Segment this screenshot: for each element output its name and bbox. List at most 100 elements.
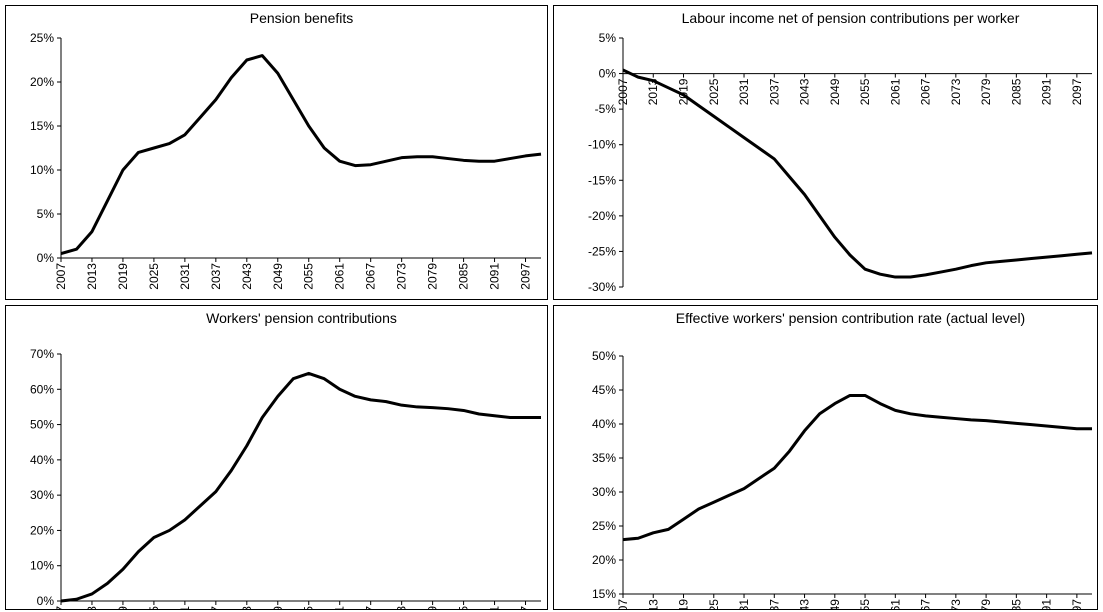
- y-tick-label: -30%: [588, 280, 616, 294]
- data-line: [622, 393, 1092, 542]
- y-tick-label: -20%: [588, 209, 616, 223]
- x-tick-label: 2061: [888, 78, 902, 105]
- y-tick-label: 20%: [30, 75, 54, 89]
- y-tick-label: -5%: [595, 102, 617, 116]
- x-tick-label: 2085: [1009, 599, 1023, 609]
- y-tick-label: 20%: [30, 523, 54, 537]
- x-tick-label: 2025: [707, 78, 721, 105]
- x-tick-label: 2025: [707, 599, 721, 609]
- y-tick-label: 50%: [30, 418, 54, 432]
- x-tick-label: 2013: [85, 606, 99, 609]
- x-tick-label: 2013: [646, 599, 660, 609]
- x-tick-label: 2007: [616, 78, 630, 105]
- x-tick-label: 2043: [240, 606, 254, 609]
- y-tick-label: -10%: [588, 138, 616, 152]
- y-tick-label: 40%: [30, 453, 54, 467]
- chart-panel: Pension benefits 0% 5% 10% 15% 20% 25% 2007 2013…: [5, 5, 548, 300]
- y-tick-label: -15%: [588, 173, 616, 187]
- x-tick-label: 2037: [767, 78, 781, 105]
- x-tick-label: 2073: [395, 606, 409, 609]
- x-tick-label: 2085: [457, 606, 471, 609]
- y-tick-label: 10%: [30, 559, 54, 573]
- y-tick-label: 5%: [37, 207, 55, 221]
- x-tick-label: 2061: [333, 263, 347, 290]
- x-tick-label: 2019: [677, 599, 691, 609]
- chart: -30%-25%-20%-15%-10%-5%0%5%2007 2013 2019 2…: [588, 31, 1093, 294]
- x-tick-label: 2013: [85, 263, 99, 290]
- chart-title: Labour income net of pension contributio…: [681, 10, 1020, 26]
- x-tick-label: 2019: [116, 263, 130, 290]
- x-tick-label: 2091: [1040, 599, 1054, 609]
- x-tick-label: 2091: [1040, 78, 1054, 105]
- y-tick-label: 0%: [599, 67, 617, 81]
- x-tick-label: 2031: [737, 599, 751, 609]
- y-tick-label: 60%: [30, 382, 54, 396]
- chart-title: Workers' pension contributions: [206, 310, 397, 326]
- chart: 15% 20% 25% 30% 35% 40% 45% 50% 2007 2013 2019 2025…: [592, 349, 1092, 609]
- x-tick-label: 2043: [240, 263, 254, 290]
- y-tick-label: 0%: [37, 594, 55, 608]
- x-tick-label: 2031: [178, 606, 192, 609]
- x-tick-label: 2055: [858, 78, 872, 105]
- data-line: [622, 68, 1093, 279]
- y-tick-label: 25%: [592, 519, 616, 533]
- x-tick-label: 2091: [488, 263, 502, 290]
- x-tick-label: 2097: [1070, 78, 1084, 105]
- y-tick-label: -25%: [588, 244, 616, 258]
- y-tick-label: 45%: [592, 383, 616, 397]
- x-tick-label: 2097: [519, 606, 533, 609]
- chart-title: Effective workers' pension contribution …: [675, 310, 1026, 326]
- x-tick-label: 2067: [364, 606, 378, 609]
- x-tick-label: 2061: [333, 606, 347, 609]
- x-tick-label: 2067: [364, 263, 378, 290]
- y-tick-label: 0%: [37, 251, 55, 265]
- x-tick-label: 2079: [979, 599, 993, 609]
- x-tick-label: 2073: [949, 78, 963, 105]
- x-tick-label: 2043: [798, 599, 812, 609]
- y-tick-label: 20%: [592, 553, 616, 567]
- y-tick-label: 70%: [30, 347, 54, 361]
- y-tick-label: 30%: [30, 488, 54, 502]
- x-tick-label: 2067: [919, 78, 933, 105]
- y-tick-label: 10%: [30, 163, 54, 177]
- x-tick-label: 2049: [271, 263, 285, 290]
- x-tick-label: 2079: [426, 263, 440, 290]
- x-tick-label: 2067: [919, 599, 933, 609]
- x-tick-label: 2037: [209, 606, 223, 609]
- x-tick-label: 2049: [828, 599, 842, 609]
- x-tick-label: 2031: [178, 263, 192, 290]
- x-tick-label: 2007: [616, 599, 630, 609]
- y-tick-label: 35%: [592, 451, 616, 465]
- x-tick-label: 2037: [209, 263, 223, 290]
- x-tick-label: 2085: [1009, 78, 1023, 105]
- chart: 0% 10% 20% 30% 40% 50% 60% 70% 2007 2013 2019 2025 2…: [30, 347, 541, 609]
- x-tick-label: 2091: [488, 606, 502, 609]
- y-tick-label: 5%: [599, 31, 617, 45]
- chart-title: Pension benefits: [249, 10, 354, 26]
- data-line: [60, 371, 541, 603]
- y-tick-label: 50%: [592, 349, 616, 363]
- x-tick-label: 2043: [798, 78, 812, 105]
- x-tick-label: 2055: [302, 263, 316, 290]
- y-tick-label: 40%: [592, 417, 616, 431]
- y-tick-label: 25%: [30, 31, 54, 45]
- chart-panel: Workers' pension contributions 0% 10% 20% 30…: [5, 305, 548, 610]
- x-tick-label: 2013: [646, 78, 660, 105]
- x-tick-label: 2007: [54, 606, 68, 609]
- x-tick-label: 2073: [395, 263, 409, 290]
- x-tick-label: 2079: [426, 606, 440, 609]
- x-tick-label: 2055: [302, 606, 316, 609]
- y-tick-label: 15%: [30, 119, 54, 133]
- x-tick-label: 2025: [147, 263, 161, 290]
- x-tick-label: 2085: [457, 263, 471, 290]
- x-tick-label: 2049: [271, 606, 285, 609]
- x-tick-label: 2007: [54, 263, 68, 290]
- x-tick-label: 2061: [888, 599, 902, 609]
- x-tick-label: 2025: [147, 606, 161, 609]
- x-tick-label: 2031: [737, 78, 751, 105]
- y-tick-label: 15%: [592, 587, 616, 601]
- data-line: [60, 54, 542, 256]
- chart-panel: Labour income net of pension contributio…: [553, 5, 1098, 300]
- x-tick-label: 2049: [828, 78, 842, 105]
